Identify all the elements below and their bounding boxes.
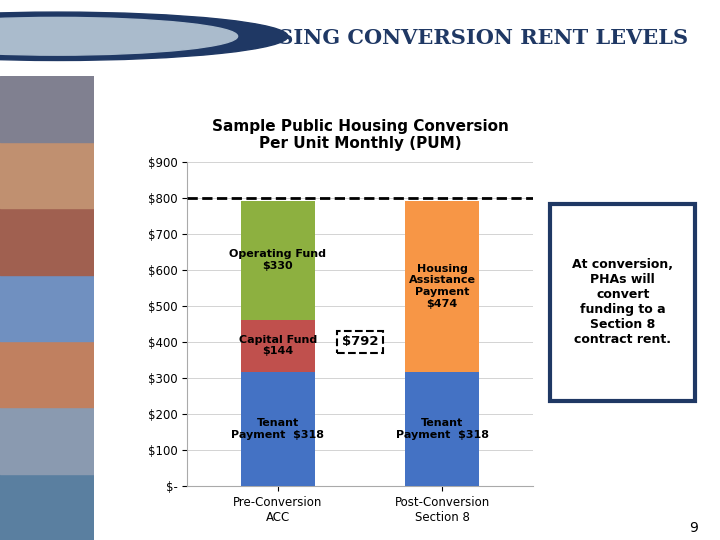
Text: Housing
Assistance
Payment
$474: Housing Assistance Payment $474 [409, 264, 476, 308]
Bar [405, 372, 480, 486]
Bar [240, 201, 315, 320]
Bar [240, 320, 315, 372]
Title: Sample Public Housing Conversion
Per Unit Monthly (PUM): Sample Public Housing Conversion Per Uni… [212, 119, 508, 151]
Bar [0, 208, 94, 275]
Text: Capital Fund
$144: Capital Fund $144 [238, 335, 317, 356]
Bar [0, 76, 94, 142]
Bar [0, 341, 94, 407]
Circle shape [0, 12, 288, 60]
Text: Tenant
Payment  $318: Tenant Payment $318 [231, 418, 324, 440]
Text: At conversion,
PHAs will
convert
funding to a
Section 8
contract rent.: At conversion, PHAs will convert funding… [572, 259, 673, 346]
Circle shape [0, 17, 238, 55]
Bar [0, 474, 94, 540]
Bar [0, 142, 94, 208]
Bar [405, 201, 480, 372]
Text: 9: 9 [690, 521, 698, 535]
Bar [0, 275, 94, 341]
Text: $792: $792 [342, 335, 378, 348]
FancyBboxPatch shape [550, 204, 696, 401]
Text: Operating Fund
$330: Operating Fund $330 [229, 249, 326, 271]
Text: Tenant
Payment  $318: Tenant Payment $318 [396, 418, 489, 440]
Bar [0, 407, 94, 474]
Text: PUBLIC HOUSING CONVERSION RENT LEVELS: PUBLIC HOUSING CONVERSION RENT LEVELS [122, 28, 688, 48]
Bar [240, 372, 315, 486]
